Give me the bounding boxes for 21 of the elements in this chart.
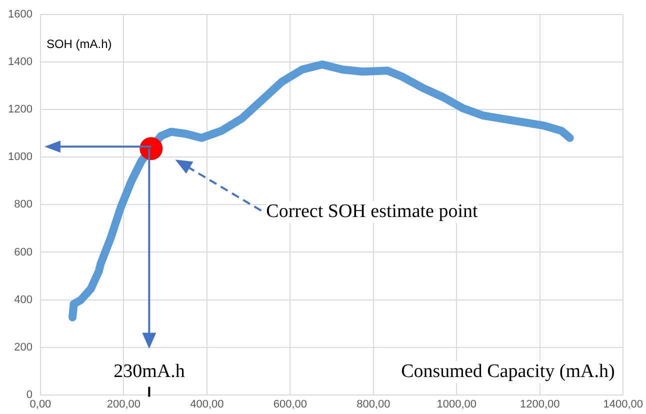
y-tick-label: 600 (14, 246, 32, 258)
y-tick-label: 1400 (8, 56, 32, 68)
y-tick-label: 1200 (8, 104, 32, 116)
x-tick-label: 0,00 (30, 398, 52, 410)
y-tick-label: 800 (14, 198, 32, 211)
x-tick-label: 1400,00 (603, 398, 643, 410)
y-tick-label: 200 (14, 341, 32, 354)
x-tick-label: 200,00 (106, 398, 141, 410)
x-tick-label: 800,00 (356, 398, 390, 410)
annotation: 230mA.h (114, 360, 185, 383)
y-tick-label: 1000 (8, 151, 32, 164)
x-axis-title: Consumed Capacity (mA.h) (401, 360, 615, 383)
annotation: Correct SOH estimate point (266, 200, 478, 223)
x-tick-label: 400,00 (190, 398, 224, 410)
x-tick-label: 600,00 (273, 398, 308, 410)
y-tick-label: 400 (14, 294, 32, 306)
y-axis-title: SOH (mA.h) (46, 36, 112, 51)
x-tick-label: 1200,00 (520, 398, 560, 410)
x-tick-label: 1000,00 (436, 398, 477, 410)
y-tick-label: 1600 (8, 8, 32, 21)
y-tick-label: 0 (26, 388, 32, 401)
